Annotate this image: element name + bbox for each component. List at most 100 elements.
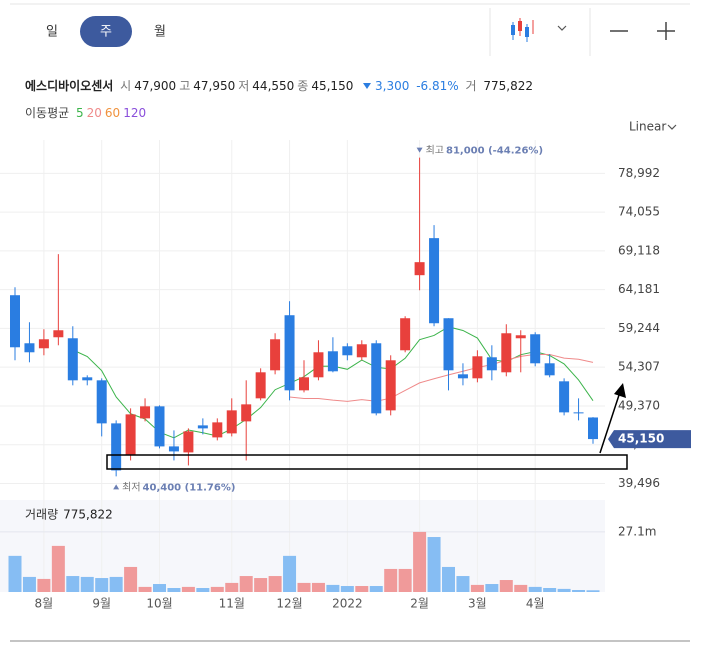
quotes: 시 47,900 고 47,950 저 44,550 종 45,150 [120, 79, 356, 93]
candle-body [371, 343, 382, 414]
tab[interactable]: 일 [46, 25, 58, 40]
candle-body [168, 446, 179, 452]
change-amount: 3,300 [375, 79, 410, 93]
candle-body [457, 374, 468, 379]
x-tick-label: 12월 [276, 597, 302, 611]
chevron [557, 25, 567, 31]
y-tick-label: 49,370 [618, 398, 660, 412]
zoom-in[interactable] [657, 22, 675, 40]
high-marker [416, 147, 423, 153]
ma-line [72, 326, 594, 439]
ma-legend: 이동평균 5 20 60 120 [25, 104, 149, 121]
chart-type-button[interactable] [511, 18, 567, 42]
low-text: 40,400 (11.76%) [143, 482, 236, 493]
candle-body [154, 406, 165, 447]
candle-body [284, 315, 295, 391]
ma-legend-entry: 120 [123, 106, 147, 120]
ma-legend-entry: 20 [86, 106, 102, 120]
quote-value: 45,150 [311, 79, 354, 93]
volume-bar [37, 578, 51, 592]
ma-legend-entry: 5 [76, 106, 84, 120]
volume-label: 거 [465, 79, 477, 93]
candle-body [82, 377, 93, 381]
volume-bar [95, 578, 109, 592]
candle-body [385, 360, 396, 411]
arrow-head [614, 383, 626, 398]
volume-bar [413, 531, 427, 592]
ma-legend-entry: 60 [104, 106, 121, 120]
y-tick-label: 54,307 [618, 360, 660, 374]
volume-bar [384, 568, 398, 592]
quote-label: 시 [120, 79, 132, 93]
volume-bar [268, 576, 282, 592]
quote-label: 저 [238, 79, 250, 93]
volume-bar [311, 582, 325, 592]
y-tick-label: 64,181 [618, 282, 660, 296]
volume-value: 775,822 [483, 79, 533, 93]
down-arrow [363, 83, 372, 89]
y-tick-label: 78,992 [618, 166, 660, 180]
volume-bar [514, 584, 528, 592]
volume-bar [225, 582, 239, 592]
x-tick-label: 8월 [35, 597, 54, 611]
x-tick-label: 3월 [468, 597, 487, 611]
volume-bar [427, 537, 441, 592]
scale-selector[interactable]: Linear [629, 120, 666, 134]
stock-name: 에스디바이오센서 [25, 79, 114, 93]
volume-bar [557, 588, 571, 592]
candle-body [10, 295, 20, 348]
price-tag-label: 45,150 [618, 432, 664, 446]
change-percent: -6.81% [416, 79, 459, 93]
tab[interactable]: 주 [100, 25, 112, 40]
y-tick-label: 27.1m [618, 524, 656, 538]
tab[interactable]: 월 [154, 25, 166, 40]
volume-bar [66, 576, 80, 592]
candle-body [183, 431, 194, 453]
volume-bar [572, 590, 586, 592]
volume-bar [528, 586, 542, 592]
ma-label: 이동평균 [25, 106, 70, 120]
volume-bar [153, 584, 166, 592]
candle-body [241, 404, 252, 422]
arrow [599, 391, 621, 454]
volume-bar [8, 555, 22, 592]
candle-body [530, 334, 541, 364]
volume-current: 775,822 [63, 508, 113, 522]
quote-value: 47,950 [193, 79, 236, 93]
candle-body [429, 238, 440, 324]
candle-body [342, 346, 353, 356]
chevron [667, 124, 677, 130]
candle-body [501, 333, 512, 373]
highlight-box [106, 454, 628, 470]
high-text: 81,000 (-44.26%) [446, 146, 543, 157]
quote-value: 47,900 [134, 79, 177, 93]
quote-value: 44,550 [252, 79, 295, 93]
candle-body [125, 414, 136, 456]
candle-body [327, 351, 338, 372]
candle-body [313, 352, 324, 378]
volume-bar [109, 576, 123, 592]
candle-body [544, 363, 555, 376]
price-tag [608, 430, 691, 449]
volume-bar [239, 576, 253, 592]
candle-body [356, 344, 367, 358]
low-label: 최저 [122, 481, 140, 493]
candle-body [472, 356, 483, 379]
volume-bar [210, 586, 224, 592]
icon [518, 21, 522, 31]
candle-body [38, 339, 49, 349]
x-tick-label: 9월 [92, 597, 111, 611]
volume-bar [485, 584, 499, 592]
candle-body [140, 406, 151, 419]
candle-body [96, 380, 107, 424]
y-tick-label: 39,496 [618, 476, 660, 490]
candle-body [111, 423, 122, 471]
candle-body [299, 377, 309, 391]
high-label: 최고 [426, 145, 444, 157]
y-tick-label: 59,244 [618, 321, 660, 335]
volume-bar [398, 568, 412, 592]
volume-bar [586, 590, 600, 592]
